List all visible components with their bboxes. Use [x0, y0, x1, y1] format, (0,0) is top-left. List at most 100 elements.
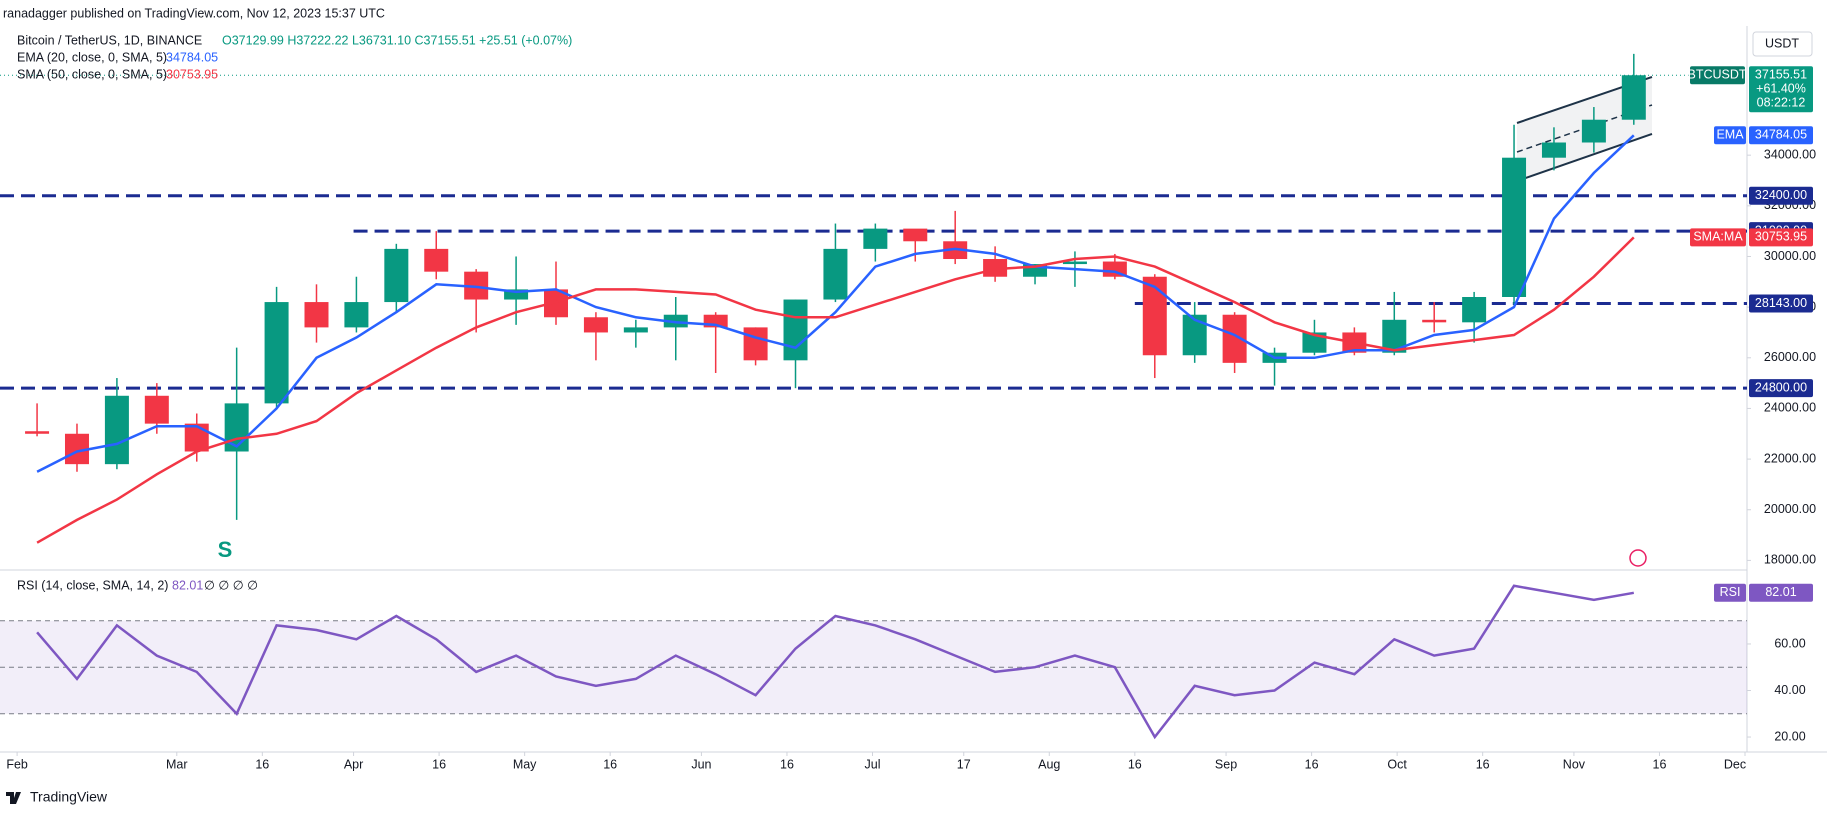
rsi-legend: RSI (14, close, SMA, 14, 2)	[17, 578, 168, 592]
level-badge: 28143.00	[1755, 296, 1807, 310]
candle-body	[504, 289, 529, 300]
publisher: ranadagger published on TradingView.com,…	[3, 6, 385, 20]
x-tick-label: Apr	[344, 757, 363, 771]
x-tick-label: Aug	[1038, 757, 1060, 771]
candle-body	[264, 302, 289, 404]
brand: TradingView	[30, 789, 108, 805]
candle-body	[583, 317, 608, 333]
indicator-line	[36, 236, 1635, 544]
y-tick-label: 60.00	[1774, 636, 1805, 650]
indicator-badge-box	[1714, 126, 1746, 145]
indicator-value-box	[1749, 583, 1813, 602]
candle-body	[863, 228, 888, 249]
candle-body	[1621, 75, 1646, 120]
indicator-value: 34784.05	[1755, 128, 1807, 142]
x-tick-label: Feb	[6, 757, 28, 771]
ema-legend-value: 34784.05	[166, 50, 218, 64]
y-tick-label: 18000.00	[1764, 553, 1816, 567]
price-badge-box	[1749, 66, 1813, 113]
x-tick-label: Jun	[691, 757, 711, 771]
candle-body	[304, 302, 329, 328]
level-badge-box	[1749, 379, 1813, 398]
symbol-badge-box	[1690, 66, 1745, 85]
indicator-value-box	[1749, 228, 1813, 247]
indicator-line	[36, 134, 1635, 473]
x-tick-label: Mar	[166, 757, 188, 771]
candle-body	[224, 403, 249, 452]
indicator-value: 30753.95	[1755, 230, 1807, 244]
y-tick-label: 20.00	[1774, 729, 1805, 743]
candle-body	[1502, 157, 1527, 297]
change-badge: +61.40%	[1756, 82, 1806, 96]
indicator-value-box	[1749, 126, 1813, 145]
x-tick-label: Dec	[1724, 757, 1746, 771]
candle-body	[623, 327, 648, 333]
x-tick-label: 16	[780, 757, 794, 771]
sma-legend: SMA (50, close, 0, SMA, 5)	[17, 67, 167, 81]
candle-body	[823, 248, 848, 300]
candle-body	[1182, 314, 1207, 356]
y-tick-label: 24000.00	[1764, 401, 1816, 415]
indicator-badge: EMA	[1716, 128, 1744, 142]
candle-body	[1541, 142, 1566, 158]
x-tick-label: 16	[1476, 757, 1490, 771]
ohlc: O37129.99 H37222.22 L36731.10 C37155.51 …	[222, 33, 572, 47]
y-tick-label: 22000.00	[1764, 451, 1816, 465]
candle-body	[144, 395, 169, 424]
rsi-legend-extra: ∅ ∅ ∅ ∅	[204, 578, 258, 592]
candle-body	[344, 302, 369, 328]
x-tick-label: 16	[1128, 757, 1142, 771]
indicator-value: 82.01	[1765, 585, 1796, 599]
candle-body	[424, 248, 449, 272]
currency-button[interactable]	[1752, 31, 1813, 57]
x-tick-label: 16	[432, 757, 446, 771]
candle-body	[743, 327, 768, 361]
channel-lower	[1516, 133, 1653, 182]
candle-body	[384, 248, 409, 303]
indicator-badge-box	[1690, 228, 1746, 247]
indicator-badge-box	[1714, 583, 1746, 602]
sma-legend-value: 30753.95	[166, 67, 218, 81]
y-tick-label: 30000.00	[1764, 249, 1816, 263]
x-tick-label: 16	[1305, 757, 1319, 771]
x-tick-label: Jul	[865, 757, 881, 771]
candle-body	[1422, 319, 1447, 323]
indicator-badge: SMA:MA	[1693, 230, 1743, 244]
candle-body	[25, 431, 50, 434]
symbol-badge: BTCUSDT	[1687, 68, 1746, 82]
level-badge: 32400.00	[1755, 188, 1807, 202]
x-tick-label: 17	[957, 757, 971, 771]
price-badge: 37155.51	[1755, 68, 1807, 82]
symbol: Bitcoin / TetherUS, 1D, BINANCE	[17, 33, 202, 47]
y-tick-label: 20000.00	[1764, 502, 1816, 516]
x-tick-label: Oct	[1387, 757, 1407, 771]
candle-body	[184, 423, 209, 452]
brand-logo	[6, 792, 21, 804]
candle-body	[1581, 119, 1606, 143]
y-tick-label: 34000.00	[1764, 147, 1816, 161]
indicator-badge: RSI	[1720, 585, 1741, 599]
x-tick-label: 16	[1653, 757, 1667, 771]
x-tick-label: Sep	[1215, 757, 1237, 771]
x-tick-label: May	[513, 757, 537, 771]
indicator-line	[36, 584, 1635, 740]
y-tick-label: 26000.00	[1764, 350, 1816, 364]
candle-body	[903, 228, 928, 242]
x-tick-label: 16	[603, 757, 617, 771]
level-badge: 24800.00	[1755, 380, 1807, 394]
currency[interactable]: USDT	[1765, 36, 1799, 50]
marks	[0, 53, 1747, 740]
level-badge-box	[1749, 186, 1813, 205]
candle-body	[1302, 332, 1327, 353]
event-icon[interactable]	[1629, 549, 1647, 567]
x-tick-label: 16	[255, 757, 269, 771]
x-tick-label: Nov	[1563, 757, 1586, 771]
candle-body	[1462, 297, 1487, 323]
countdown-badge: 08:22:12	[1757, 96, 1806, 110]
annotation: S	[218, 537, 233, 562]
candle-body	[1142, 276, 1167, 356]
level-badge-box	[1749, 294, 1813, 313]
candle-body	[783, 299, 808, 361]
ema-legend: EMA (20, close, 0, SMA, 5)	[17, 50, 167, 64]
